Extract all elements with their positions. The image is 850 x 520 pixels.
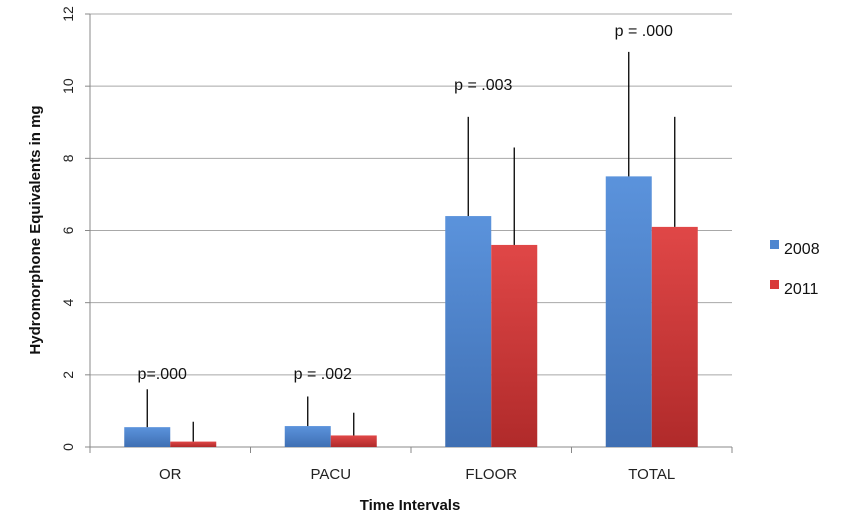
y-tick-label: 0 [60,443,76,451]
annotations: p=.000 p = .002 p = .003 p = .000 [138,23,673,383]
bar-2008-total [605,176,652,447]
p-value-annotation: p = .003 [454,77,512,94]
bar-2011-total [651,226,698,447]
bar-2011-pacu [330,435,377,447]
legend-swatch-2008 [770,240,779,249]
p-value-annotation: p = .000 [615,23,673,40]
y-tick-label: 12 [60,6,76,22]
error-bars [146,51,676,442]
y-tick-label: 8 [60,154,76,162]
y-tick-label: 2 [60,371,76,379]
p-value-annotation: p=.000 [138,366,187,383]
bar-2011-or [170,441,217,447]
bars [124,176,698,447]
bar-2011-floor [491,244,538,447]
y-tick-label: 10 [60,78,76,94]
axis-labels: 0 2 4 6 8 10 12 OR PACU FLOOR TOTAL [60,6,675,483]
x-tick-label: PACU [310,466,351,483]
legend: 2008 2011 [770,240,820,298]
x-tick-label: TOTAL [628,466,675,483]
y-axis-title: Hydromorphone Equivalents in mg [27,105,44,354]
x-tick-label: FLOOR [465,466,517,483]
p-value-annotation: p = .002 [294,366,352,383]
x-axis-title: Time Intervals [360,497,461,514]
bar-2008-floor [445,216,492,447]
legend-swatch-2011 [770,280,779,289]
x-tick-label: OR [159,466,182,483]
y-tick-label: 4 [60,299,76,307]
legend-label-2011: 2011 [784,281,819,298]
bar-2008-pacu [284,426,331,447]
y-tick-label: 6 [60,226,76,234]
bar-2008-or [124,427,171,447]
legend-label-2008: 2008 [784,241,820,258]
